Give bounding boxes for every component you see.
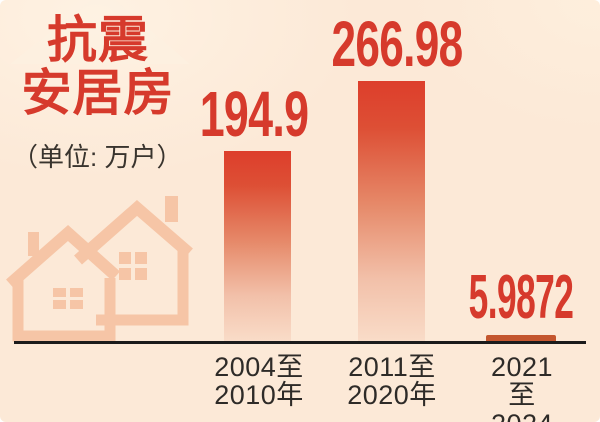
house-front-icon [6,224,121,342]
chart-title-line2: 安居房 [21,65,175,121]
value-label-2021-2024: 5.9872 [468,263,574,332]
value-label-2011-2020: 266.98 [331,8,464,80]
x-axis-label-2004-2010: 2004至 2010年 [214,352,304,411]
bar-2011-2020 [358,81,425,341]
house-front-details-icon [28,232,83,309]
bar-2004-2010 [224,151,291,341]
chart-title: 抗震 安居房 [16,14,180,120]
x-axis-label-2021-2024: 2021至 2024年 [490,352,554,422]
house-back-details-icon [119,196,178,280]
bar-2021-2024 [486,335,556,341]
unit-label: （单位: 万户） [12,142,183,172]
x-axis-label-2011-2020: 2011至 2020年 [347,352,437,411]
value-label-2004-2010: 194.9 [199,78,309,150]
house-back-icon [74,200,193,326]
houses-decoration-icon [6,196,193,342]
x-axis-line [14,341,586,344]
chart-title-line1: 抗震 [47,12,149,68]
